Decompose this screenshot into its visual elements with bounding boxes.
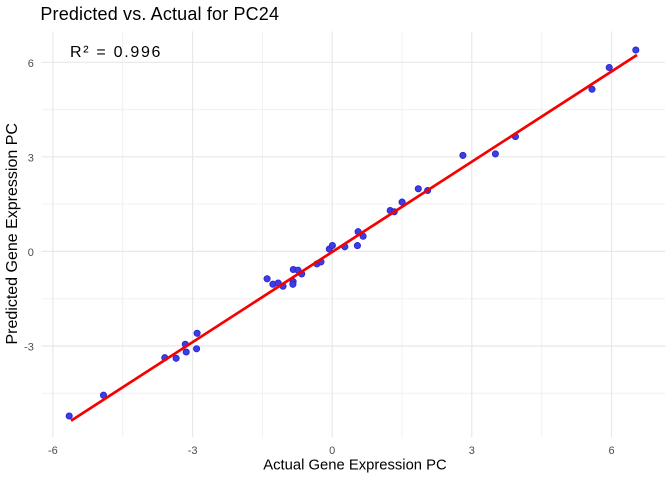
svg-text:6: 6 [608,445,614,457]
svg-text:Predicted vs. Actual for PC24: Predicted vs. Actual for PC24 [40,4,279,24]
svg-text:-6: -6 [48,445,58,457]
svg-text:3: 3 [28,153,34,165]
svg-text:-3: -3 [188,445,198,457]
svg-text:0: 0 [28,247,34,259]
svg-text:Predicted Gene Expression PC: Predicted Gene Expression PC [4,123,21,344]
svg-text:Actual Gene Expression PC: Actual Gene Expression PC [263,457,447,473]
svg-text:3: 3 [469,445,475,457]
svg-text:R² = 0.996: R² = 0.996 [70,44,162,61]
svg-text:6: 6 [28,58,34,70]
svg-text:0: 0 [329,445,335,457]
svg-text:-3: -3 [24,342,34,354]
